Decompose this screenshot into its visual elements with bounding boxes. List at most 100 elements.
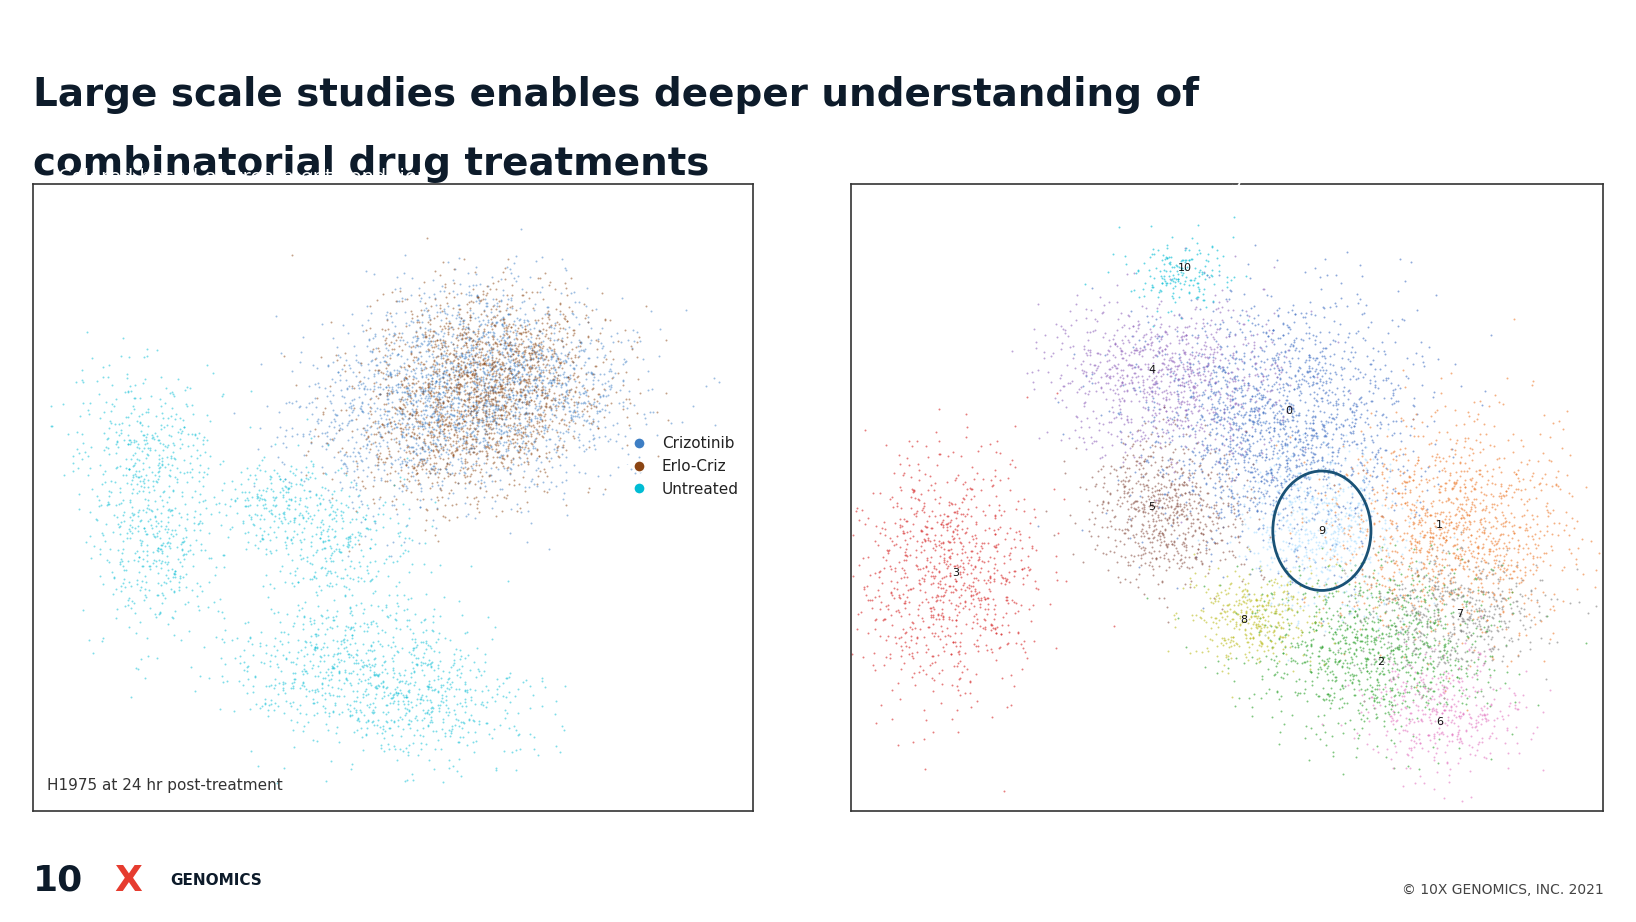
- Point: [1436, 505, 1463, 520]
- Point: [1124, 321, 1150, 336]
- Point: [995, 572, 1021, 586]
- Point: [353, 438, 380, 453]
- Point: [520, 339, 546, 354]
- Point: [473, 372, 499, 387]
- Point: [452, 715, 478, 730]
- Point: [375, 638, 401, 653]
- Point: [404, 463, 430, 478]
- Point: [1176, 285, 1202, 300]
- Point: [1441, 715, 1467, 730]
- Point: [579, 366, 605, 381]
- Point: [1191, 629, 1217, 644]
- Point: [417, 408, 443, 423]
- Point: [1400, 514, 1427, 529]
- Point: [1471, 699, 1497, 714]
- Point: [1301, 455, 1327, 469]
- Point: [1278, 504, 1304, 519]
- Point: [890, 596, 916, 610]
- Point: [1248, 445, 1274, 460]
- Point: [1142, 499, 1168, 514]
- Point: [352, 420, 378, 435]
- Point: [1206, 474, 1232, 489]
- Point: [1148, 283, 1175, 298]
- Point: [479, 397, 506, 412]
- Point: [1152, 325, 1178, 339]
- Point: [1307, 362, 1333, 377]
- Point: [1306, 656, 1332, 670]
- Point: [1270, 410, 1296, 425]
- Point: [386, 281, 412, 296]
- Point: [224, 491, 250, 505]
- Point: [466, 342, 492, 357]
- Point: [949, 546, 975, 561]
- Point: [548, 395, 574, 409]
- Point: [484, 449, 510, 464]
- Point: [1276, 601, 1302, 616]
- Point: [1276, 617, 1302, 632]
- Point: [365, 625, 391, 640]
- Point: [429, 688, 455, 703]
- Point: [1278, 420, 1304, 435]
- Point: [1320, 549, 1346, 563]
- Point: [967, 627, 993, 642]
- Point: [1391, 685, 1417, 700]
- Point: [1173, 438, 1199, 453]
- Point: [1117, 425, 1144, 440]
- Point: [1348, 507, 1374, 522]
- Point: [1330, 419, 1356, 433]
- Point: [962, 559, 988, 573]
- Point: [852, 422, 879, 437]
- Point: [1466, 647, 1492, 662]
- Point: [522, 378, 548, 393]
- Point: [501, 353, 527, 368]
- Point: [1351, 614, 1378, 629]
- Point: [514, 495, 540, 510]
- Point: [69, 372, 95, 387]
- Point: [1325, 535, 1351, 550]
- Point: [1122, 370, 1148, 384]
- Point: [131, 523, 157, 538]
- Point: [466, 293, 492, 308]
- Point: [1186, 537, 1212, 551]
- Point: [1216, 467, 1242, 481]
- Point: [1256, 434, 1283, 449]
- Point: [314, 722, 340, 737]
- Point: [1312, 340, 1338, 355]
- Point: [543, 349, 569, 363]
- Point: [1263, 395, 1289, 409]
- Point: [64, 442, 90, 456]
- Point: [254, 568, 280, 583]
- Point: [1117, 372, 1144, 387]
- Point: [290, 509, 316, 524]
- Point: [381, 666, 407, 680]
- Point: [1284, 543, 1310, 558]
- Point: [455, 391, 481, 406]
- Point: [1310, 600, 1337, 615]
- Point: [1148, 535, 1175, 550]
- Point: [527, 324, 553, 338]
- Point: [1202, 350, 1229, 365]
- Point: [1371, 470, 1397, 485]
- Point: [461, 362, 488, 377]
- Point: [1332, 565, 1358, 580]
- Point: [875, 546, 901, 561]
- Point: [1175, 525, 1201, 539]
- Point: [1373, 443, 1399, 457]
- Point: [1301, 526, 1327, 540]
- Point: [484, 378, 510, 393]
- Point: [528, 413, 555, 428]
- Point: [900, 483, 926, 498]
- Point: [119, 486, 146, 501]
- Point: [396, 703, 422, 717]
- Point: [509, 336, 535, 350]
- Point: [1438, 365, 1464, 380]
- Point: [492, 411, 519, 426]
- Point: [1232, 407, 1258, 421]
- Point: [1453, 515, 1479, 530]
- Point: [1340, 550, 1366, 564]
- Point: [1163, 418, 1189, 432]
- Point: [463, 497, 489, 512]
- Point: [1325, 420, 1351, 434]
- Point: [1445, 727, 1471, 741]
- Point: [442, 718, 468, 733]
